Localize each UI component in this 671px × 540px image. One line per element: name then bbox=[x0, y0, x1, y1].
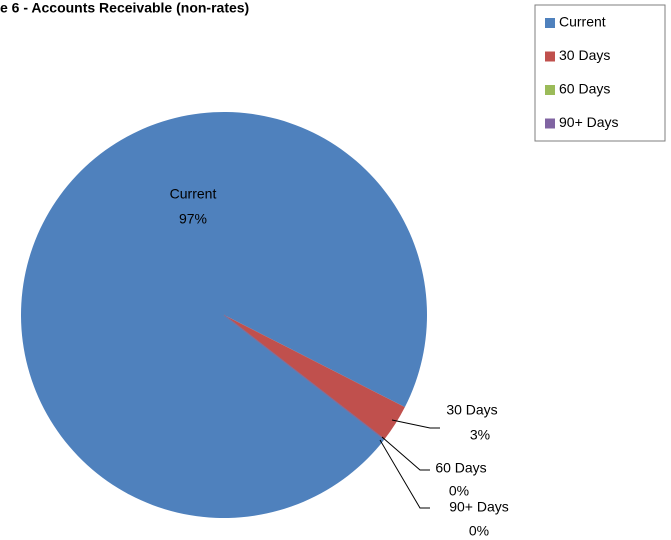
data-label-category: Current bbox=[170, 186, 217, 202]
data-label-value: 0% bbox=[469, 523, 489, 539]
data-label-value: 97% bbox=[179, 211, 207, 227]
data-label-value: 3% bbox=[470, 427, 490, 443]
data-label-category: 60 Days bbox=[435, 460, 486, 476]
data-label-value: 0% bbox=[449, 483, 469, 499]
data-label-category: 30 Days bbox=[446, 402, 497, 418]
legend-swatch bbox=[545, 85, 555, 95]
pie-slice bbox=[21, 111, 428, 518]
legend-swatch bbox=[545, 18, 555, 28]
legend-swatch bbox=[545, 51, 555, 62]
leader-line bbox=[381, 436, 430, 471]
legend-label: 30 Days bbox=[559, 47, 610, 63]
legend-label: 90+ Days bbox=[559, 114, 619, 130]
legend-swatch bbox=[545, 118, 555, 129]
legend-box bbox=[534, 4, 666, 142]
legend-label: Current bbox=[559, 14, 606, 30]
leader-line bbox=[379, 439, 430, 509]
pie-slice bbox=[224, 315, 405, 440]
legend-label: 60 Days bbox=[559, 81, 610, 97]
leader-line bbox=[391, 419, 440, 429]
chart-title: e 6 - Accounts Receivable (non-rates) bbox=[0, 0, 249, 16]
data-label-category: 90+ Days bbox=[449, 499, 509, 515]
